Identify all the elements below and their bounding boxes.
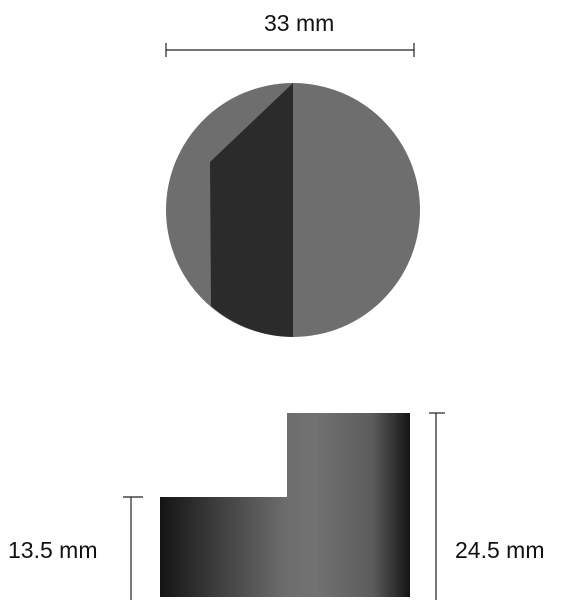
diameter-dimension-line xyxy=(165,43,415,57)
side-view-profile xyxy=(160,413,410,597)
step-height-label: 13.5 mm xyxy=(8,537,98,563)
top-view-disc xyxy=(166,83,420,337)
total-height-dimension-line xyxy=(429,412,445,600)
total-height-label: 24.5 mm xyxy=(455,537,545,563)
step-height-dimension-line xyxy=(123,496,143,600)
diameter-label: 33 mm xyxy=(264,10,335,36)
disc-dark-segment xyxy=(210,83,293,337)
